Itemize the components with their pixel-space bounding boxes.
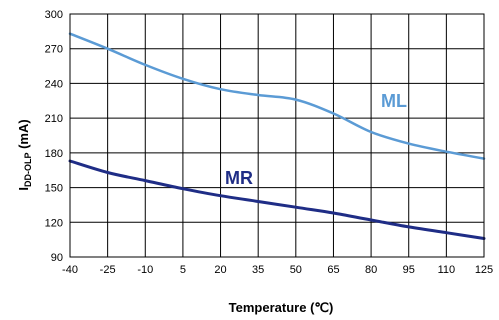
x-tick-label: -10 [137, 264, 153, 276]
series-label-mr: MR [225, 168, 253, 188]
grid [69, 13, 485, 258]
series-label-ml: ML [381, 91, 407, 111]
y-axis-label: IDD-OLP (mA) [16, 119, 33, 190]
x-tick-label: 20 [214, 264, 226, 276]
series-line-mr [68, 159, 486, 240]
plot-frame [69, 13, 485, 258]
y-tick-label: 90 [51, 252, 63, 264]
x-tick-label: -40 [62, 264, 78, 276]
x-axis-label: Temperature (℃) [229, 300, 334, 315]
y-tick-label: 120 [45, 217, 63, 229]
x-tick-label: 5 [180, 264, 186, 276]
y-tick-label: 150 [45, 183, 63, 195]
y-axis-label-main: I [16, 187, 31, 191]
y-axis-ticks: 90 120 150 180 210 240 270 300 [45, 9, 63, 264]
x-tick-label: -25 [100, 264, 116, 276]
x-tick-label: 125 [475, 264, 493, 276]
y-tick-label: 210 [45, 113, 63, 125]
x-tick-label: 35 [252, 264, 264, 276]
x-tick-label: 50 [290, 264, 302, 276]
x-tick-label: 110 [438, 264, 456, 276]
x-tick-label: 80 [365, 264, 377, 276]
series-line-ml [68, 32, 486, 160]
y-tick-label: 300 [45, 9, 63, 21]
y-axis-label-unit: (mA) [16, 119, 31, 152]
x-tick-label: 65 [327, 264, 339, 276]
y-tick-label: 270 [45, 44, 63, 56]
y-tick-label: 240 [45, 78, 63, 90]
y-axis-label-sub: DD-OLP [23, 153, 33, 188]
x-tick-label: 95 [403, 264, 415, 276]
y-tick-label: 180 [45, 148, 63, 160]
series-lines [68, 32, 486, 240]
x-axis-ticks: -40 -25 -10 5 20 35 50 65 80 95 110 125 [62, 264, 493, 276]
